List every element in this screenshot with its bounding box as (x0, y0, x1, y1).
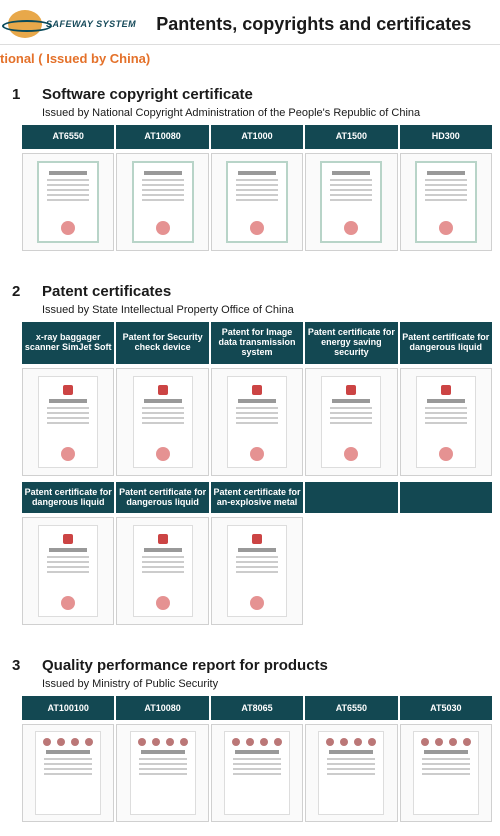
section-subtitle: Issued by National Copyright Administrat… (42, 107, 492, 119)
certificate-thumbnail (305, 368, 397, 476)
certificate-thumbnail (211, 517, 303, 625)
section-3: 3 Quality performance report for products… (0, 639, 500, 836)
certificate-row (22, 368, 492, 476)
tab-label: AT6550 (22, 125, 114, 149)
tab-label: AT10080 (116, 696, 208, 720)
tab-label: Patent certificate for energy saving sec… (305, 322, 397, 364)
certificate-thumbnail (116, 724, 208, 822)
section-number: 1 (12, 86, 24, 103)
page-title: Pantents, copyrights and certificates (156, 14, 471, 35)
section-subtitle: Issued by Ministry of Public Security (42, 678, 492, 690)
section-2: 2 Patent certificates Issued by State Inte… (0, 265, 500, 639)
tab-label: Patent certificate for dangerous liquid (400, 322, 492, 364)
certificate-thumbnail (400, 368, 492, 476)
certificate-row (22, 153, 492, 251)
certificate-thumbnail (22, 153, 114, 251)
certificate-thumbnail (305, 724, 397, 822)
certificate-thumbnail (305, 153, 397, 251)
section-1: 1 Software copyright certificate Issued by… (0, 68, 500, 265)
certificate-thumbnail (22, 368, 114, 476)
tab-row: AT6550AT10080AT1000AT1500HD300 (22, 125, 492, 149)
tab-label: Patent certificate for dangerous liquid (22, 482, 114, 514)
tab-label (305, 482, 397, 514)
certificate-thumbnail (211, 724, 303, 822)
certificate-row (22, 517, 492, 625)
section-title: Software copyright certificate (42, 86, 253, 103)
tab-label: Patent certificate for dangerous liquid (116, 482, 208, 514)
section-title: Patent certificates (42, 283, 171, 300)
section-heading: 1 Software copyright certificate (12, 86, 492, 103)
tab-label: AT100100 (22, 696, 114, 720)
company-logo: SAFEWAY SYSTEM (8, 10, 136, 38)
region-subhead: tional ( Issued by China) (0, 45, 500, 68)
certificate-thumbnail (211, 153, 303, 251)
section-subtitle: Issued by State Intellectual Property Of… (42, 304, 492, 316)
tab-label: HD300 (400, 125, 492, 149)
certificate-thumbnail (22, 724, 114, 822)
section-heading: 3 Quality performance report for products (12, 657, 492, 674)
certificate-thumbnail (116, 517, 208, 625)
certificate-row (22, 724, 492, 822)
section-title: Quality performance report for products (42, 657, 328, 674)
tab-label: AT5030 (400, 696, 492, 720)
tab-label: Patent certificate for an-explosive meta… (211, 482, 303, 514)
certificate-thumbnail (211, 368, 303, 476)
tab-label: AT1500 (305, 125, 397, 149)
tab-label: x-ray baggager scanner SimJet Soft (22, 322, 114, 364)
certificate-thumbnail (116, 368, 208, 476)
tab-label: AT8065 (211, 696, 303, 720)
section-number: 3 (12, 657, 24, 674)
tab-row: Patent certificate for dangerous liquidP… (22, 482, 492, 514)
tab-row: x-ray baggager scanner SimJet SoftPatent… (22, 322, 492, 364)
certificate-thumbnail (116, 153, 208, 251)
certificate-thumbnail (400, 724, 492, 822)
logo-text: SAFEWAY SYSTEM (46, 19, 136, 29)
tab-label: Patent for Image data transmission syste… (211, 322, 303, 364)
page-header: SAFEWAY SYSTEM Pantents, copyrights and … (0, 0, 500, 45)
tab-row: AT100100AT10080AT8065AT6550AT5030 (22, 696, 492, 720)
tab-label: AT10080 (116, 125, 208, 149)
section-number: 2 (12, 283, 24, 300)
certificate-thumbnail (400, 153, 492, 251)
tab-label: AT1000 (211, 125, 303, 149)
certificate-thumbnail (22, 517, 114, 625)
tab-label (400, 482, 492, 514)
section-heading: 2 Patent certificates (12, 283, 492, 300)
tab-label: AT6550 (305, 696, 397, 720)
tab-label: Patent for Security check device (116, 322, 208, 364)
logo-globe-icon (8, 10, 42, 38)
